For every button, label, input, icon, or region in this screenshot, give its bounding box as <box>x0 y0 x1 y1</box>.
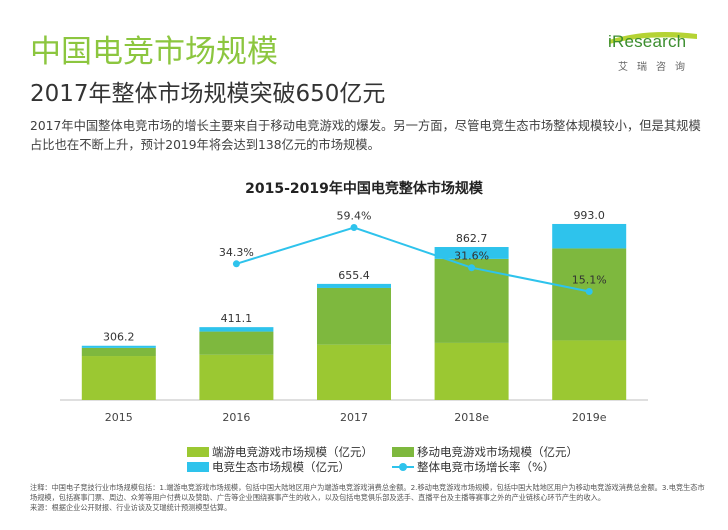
iresearch-logo: iResearch 艾瑞咨询 <box>604 30 704 74</box>
bar-ecosystem-2015 <box>81 345 156 348</box>
bar-mobile-2015 <box>81 347 156 357</box>
stacked-bar-chart: 306.2 2015 411.1 2016 655.4 2017 862.7 2018e 993… <box>60 209 648 424</box>
legend-swatch-mobile <box>392 447 414 457</box>
page-title: 中国电竞市场规模 <box>30 34 278 70</box>
growth-label-2018e: 31.6% <box>454 250 489 263</box>
total-label-2019e: 993.0 <box>573 209 605 222</box>
footnote-annotation: 注释：中国电子竞技行业市场规模包括：1.端游电竞游戏市场规模，包括中国大陆地区用… <box>30 483 705 502</box>
footnotes: 注释：中国电子竞技行业市场规模包括：1.端游电竞游戏市场规模，包括中国大陆地区用… <box>30 483 710 513</box>
page-subtitle: 2017年整体市场规模突破650亿元 <box>30 81 386 107</box>
legend-swatch-client <box>187 447 209 457</box>
bar-mobile-2018e <box>434 258 509 343</box>
total-label-2018e: 862.7 <box>456 232 488 245</box>
x-tick-label-2017: 2017 <box>340 411 368 424</box>
x-tick-label-2019e: 2019e <box>572 411 607 424</box>
bar-client-2019e <box>552 340 627 400</box>
summary-paragraph: 2017年中国整体电竞市场的增长主要来自于移动电竞游戏的爆发。另一方面，尽管电竞… <box>30 119 701 152</box>
legend-label-mobile: 移动电竞游戏市场规模（亿元） <box>417 445 578 459</box>
total-label-2016: 411.1 <box>221 312 253 325</box>
growth-label-2017: 59.4% <box>337 210 372 223</box>
legend-label-client: 端游电竞游戏市场规模（亿元） <box>212 445 373 459</box>
bar-client-2015 <box>81 356 156 400</box>
bar-mobile-2016 <box>199 331 274 355</box>
growth-rate-line <box>236 226 590 293</box>
x-tick-label-2016: 2016 <box>222 411 250 424</box>
x-tick-label-2015: 2015 <box>105 411 133 424</box>
growth-label-2016: 34.3% <box>219 246 254 259</box>
growth-point-2016 <box>232 260 240 268</box>
bar-ecosystem-2019e <box>552 223 627 249</box>
bar-ecosystem-2016 <box>199 327 274 332</box>
bar-client-2016 <box>199 354 274 400</box>
logo-swoosh-icon <box>609 32 697 44</box>
growth-label-2019e: 15.1% <box>572 274 607 287</box>
legend-label-ecosystem: 电竞生态市场规模（亿元） <box>212 460 350 474</box>
legend-swatch-ecosystem <box>187 462 209 472</box>
x-tick-label-2018e: 2018e <box>454 411 489 424</box>
legend-dot-growth <box>399 463 407 471</box>
growth-point-2018e <box>468 264 476 272</box>
bar-mobile-2017 <box>317 287 391 345</box>
total-label-2015: 306.2 <box>103 331 135 344</box>
bar-client-2017 <box>317 344 391 400</box>
bar-client-2018e <box>434 342 509 400</box>
footnote-source: 来源：根据企业公开财报、行业访谈及艾瑞统计预测模型估算。 <box>30 503 232 512</box>
growth-point-2019e <box>585 288 593 296</box>
growth-point-2017 <box>350 224 358 232</box>
legend-label-growth: 整体电竞市场增长率（%） <box>417 460 555 474</box>
chart-title: 2015-2019年中国电竞整体市场规模 <box>245 181 483 197</box>
total-label-2017: 655.4 <box>338 269 370 282</box>
logo-wordmark: iResearch <box>608 32 687 51</box>
bar-ecosystem-2018e <box>434 247 509 259</box>
bar-ecosystem-2017 <box>317 283 391 288</box>
logo-subtitle: 艾瑞咨询 <box>618 62 694 73</box>
